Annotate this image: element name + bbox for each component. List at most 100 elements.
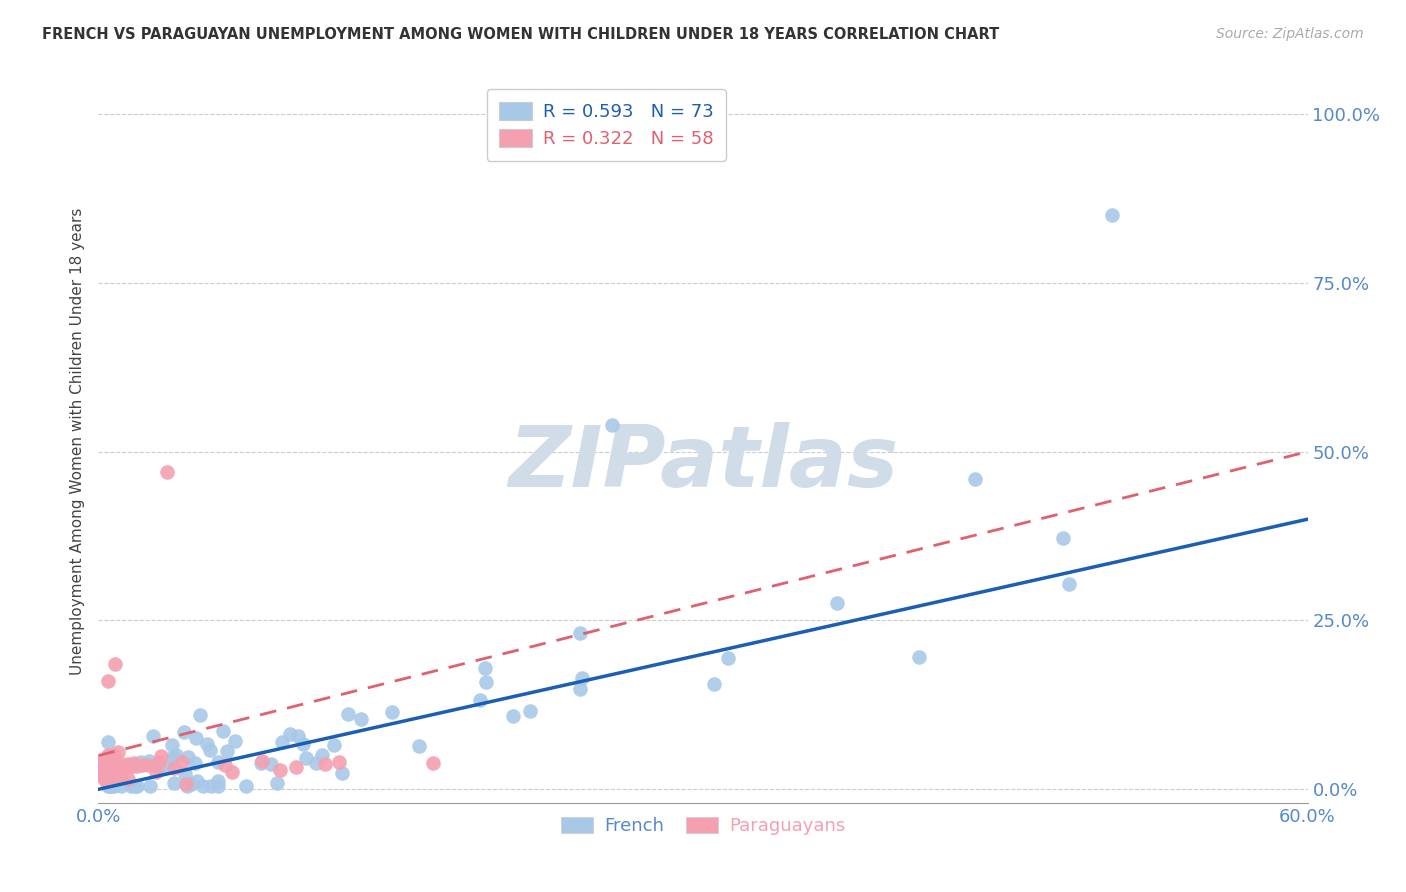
Point (314, 757, 336, 772)
Point (294, 751, 316, 765)
Point (311, 747, 333, 762)
Point (221, 765, 243, 780)
Point (174, 777, 197, 791)
Point (98, 779, 121, 793)
Point (908, 650, 931, 665)
Point (103, 758, 125, 772)
Point (124, 756, 146, 770)
Point (519, 704, 541, 718)
Point (129, 755, 152, 769)
Point (120, 779, 142, 793)
Point (91, 764, 114, 778)
Point (96, 753, 118, 767)
Point (107, 745, 129, 759)
Point (94, 772, 117, 786)
Point (148, 759, 170, 773)
Point (101, 749, 124, 764)
Point (97, 735, 120, 749)
Point (170, 756, 193, 770)
Point (215, 744, 238, 758)
Point (101, 761, 124, 775)
Point (138, 755, 160, 769)
Point (91, 765, 114, 780)
Point (200, 779, 222, 793)
Point (91, 769, 114, 783)
Point (100, 779, 122, 793)
Point (827, 596, 849, 610)
Point (173, 724, 195, 739)
Point (703, 677, 725, 691)
Point (180, 777, 202, 791)
Point (93, 764, 115, 779)
Point (207, 779, 229, 793)
Point (470, 693, 492, 707)
Point (103, 759, 125, 773)
Point (173, 766, 195, 780)
Point (207, 755, 229, 769)
Point (195, 737, 218, 751)
Point (110, 779, 132, 793)
Point (408, 739, 430, 753)
Y-axis label: Unemployment Among Women with Children Under 18 years: Unemployment Among Women with Children U… (69, 208, 84, 675)
Point (157, 760, 180, 774)
Point (91, 762, 114, 776)
Point (105, 760, 128, 774)
Point (91, 763, 114, 777)
Point (162, 776, 184, 790)
Point (131, 758, 153, 772)
Point (269, 763, 291, 777)
Point (252, 754, 274, 768)
Point (124, 779, 146, 793)
Point (136, 758, 159, 772)
Point (191, 779, 214, 793)
Point (249, 756, 271, 771)
Point (212, 723, 235, 738)
Point (323, 738, 346, 752)
Point (103, 657, 125, 672)
Point (284, 760, 307, 774)
Point (98, 771, 121, 785)
Point (94, 773, 117, 788)
Text: ZIPatlas: ZIPatlas (508, 422, 898, 505)
Point (188, 708, 211, 723)
Point (91, 758, 114, 772)
Point (571, 671, 593, 685)
Point (214, 758, 236, 772)
Point (117, 772, 139, 787)
Point (328, 755, 350, 769)
Point (139, 779, 162, 793)
Point (148, 755, 170, 769)
Point (186, 774, 208, 789)
Point (184, 731, 207, 745)
Point (156, 465, 179, 479)
Point (260, 757, 283, 772)
Point (127, 779, 149, 793)
Point (97, 748, 120, 763)
Point (1059, 577, 1081, 591)
Point (111, 757, 134, 772)
Point (602, 417, 624, 432)
Point (569, 625, 592, 640)
Point (475, 674, 498, 689)
Point (1101, 208, 1123, 222)
Point (162, 749, 184, 764)
Point (198, 742, 221, 756)
Text: FRENCH VS PARAGUAYAN UNEMPLOYMENT AMONG WOMEN WITH CHILDREN UNDER 18 YEARS CORRE: FRENCH VS PARAGUAYAN UNEMPLOYMENT AMONG … (42, 27, 1000, 42)
Point (176, 779, 198, 793)
Point (287, 729, 309, 743)
Text: Source: ZipAtlas.com: Source: ZipAtlas.com (1216, 27, 1364, 41)
Point (305, 756, 328, 770)
Point (381, 705, 404, 719)
Point (422, 756, 444, 770)
Point (100, 779, 122, 793)
Point (145, 764, 167, 779)
Point (568, 682, 591, 697)
Point (97, 674, 120, 689)
Point (104, 768, 127, 782)
Point (111, 770, 134, 784)
Point (717, 650, 740, 665)
Point (93, 764, 115, 778)
Point (142, 729, 165, 743)
Point (332, 766, 354, 780)
Point (97, 779, 120, 793)
